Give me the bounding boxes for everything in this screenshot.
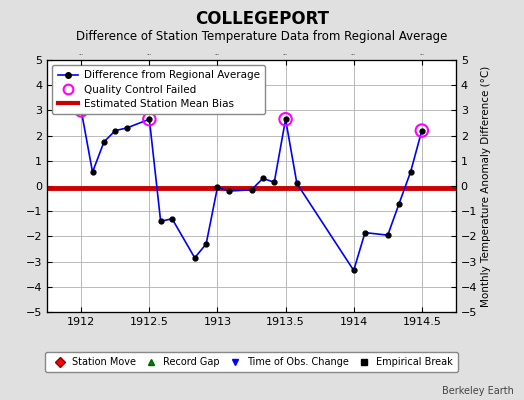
Text: COLLEGEPORT: COLLEGEPORT [195, 10, 329, 28]
Text: Difference of Station Temperature Data from Regional Average: Difference of Station Temperature Data f… [77, 30, 447, 43]
Point [281, 116, 290, 122]
Point [145, 116, 154, 122]
Point [77, 107, 85, 114]
Point [418, 127, 426, 134]
Text: Berkeley Earth: Berkeley Earth [442, 386, 514, 396]
Y-axis label: Monthly Temperature Anomaly Difference (°C): Monthly Temperature Anomaly Difference (… [482, 65, 492, 307]
Legend: Station Move, Record Gap, Time of Obs. Change, Empirical Break: Station Move, Record Gap, Time of Obs. C… [45, 352, 458, 372]
